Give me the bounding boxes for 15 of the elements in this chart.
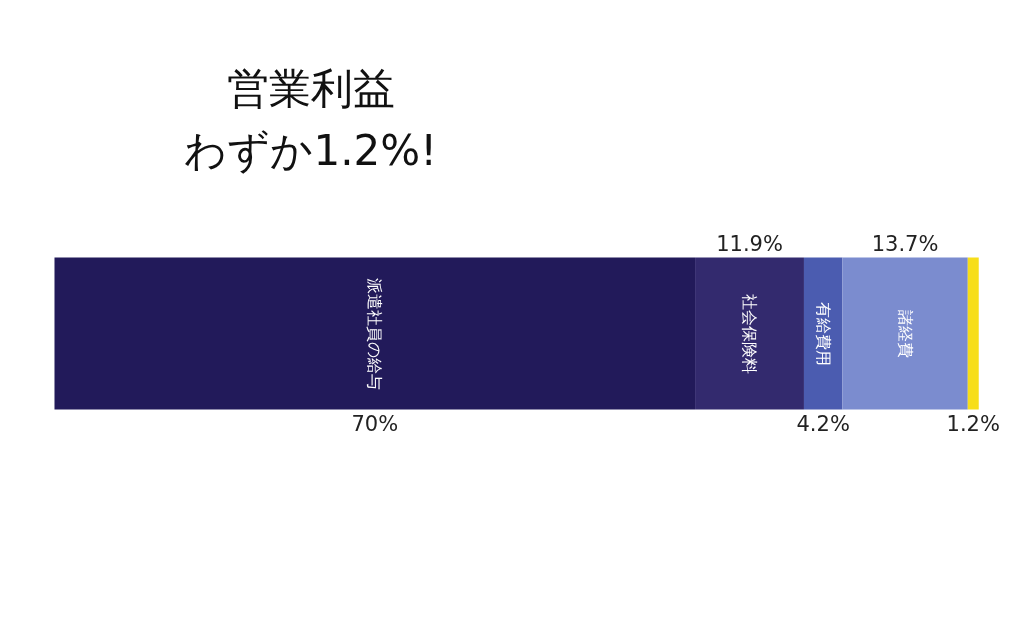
series-label: 有給費用 bbox=[813, 301, 833, 366]
chart-title: 営業利益 bbox=[226, 64, 395, 113]
data-label: 70% bbox=[351, 411, 399, 436]
bar bbox=[54, 257, 696, 410]
chart-subtitle: わずか1.2%! bbox=[184, 126, 437, 175]
bar bbox=[842, 257, 968, 410]
series-label: 諸経費 bbox=[895, 309, 915, 358]
series-label: 社会保険料 bbox=[740, 293, 760, 374]
data-label: 13.7% bbox=[871, 231, 939, 256]
series-label: 派遣社員の給与 bbox=[365, 277, 385, 390]
bar bbox=[967, 257, 979, 410]
bar bbox=[695, 257, 804, 410]
data-label: 4.2% bbox=[796, 411, 850, 436]
data-label: 1.2% bbox=[946, 411, 1000, 436]
data-label: 11.9% bbox=[716, 231, 783, 256]
